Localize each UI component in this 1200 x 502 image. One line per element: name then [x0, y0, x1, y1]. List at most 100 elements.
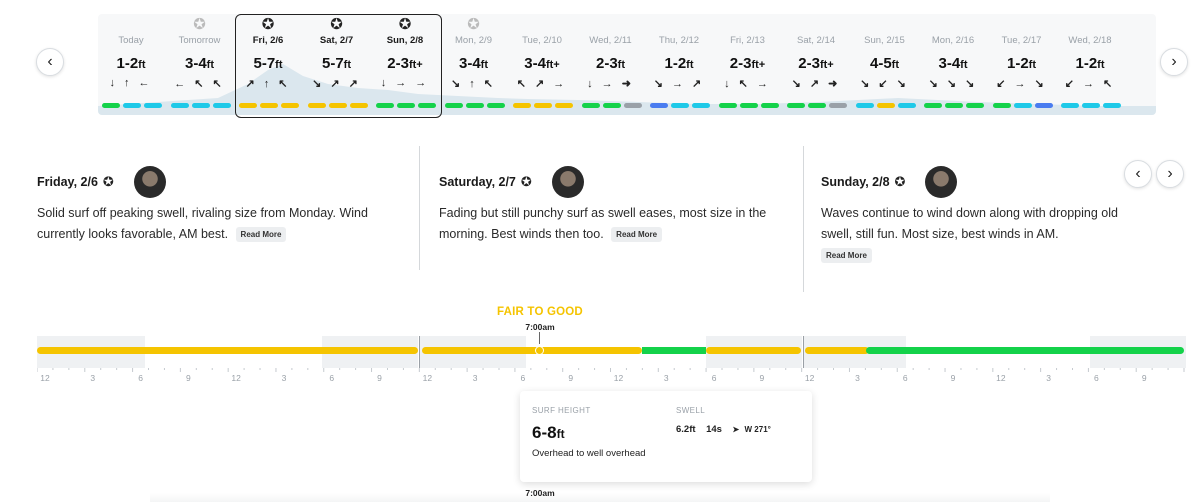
swell-height: 6.2ft — [676, 424, 696, 435]
star-icon: ✪ — [398, 16, 412, 33]
detail-card: SURF HEIGHT 6-8ft Overhead to well overh… — [520, 391, 812, 482]
day-divider — [803, 336, 804, 368]
star-icon: ✪ — [102, 174, 114, 189]
forecast-day[interactable]: Sat, 2/14 2-3ft+ ↘ ↗ ➜ — [782, 17, 850, 91]
rating-bar — [307, 103, 326, 108]
rating-bar — [397, 103, 415, 108]
selected-days-box — [235, 14, 442, 118]
forecast-day[interactable]: ✪ Mon, 2/9 3-4ft ↘ ↑ ↖ — [440, 17, 508, 91]
rating-bar — [787, 103, 805, 108]
wind-arrows-icon: ↓ → ➜ — [587, 78, 634, 90]
rating-bar — [1013, 103, 1032, 108]
hour-tick-label: 12 — [422, 373, 433, 383]
forecast-day[interactable]: ✪ Tomorrow 3-4ft ← ↖ ↖ — [166, 17, 234, 91]
bottom-fade — [150, 493, 1050, 502]
forecast-day[interactable]: Fri, 2/13 2-3ft+ ↓ ↖ → — [714, 17, 782, 91]
rating-bar — [534, 103, 552, 108]
star-icon — [645, 17, 713, 33]
rating-bar — [1103, 103, 1121, 108]
read-more-button[interactable]: Read More — [821, 248, 872, 264]
star-icon: ✪ — [467, 16, 480, 33]
current-time-marker[interactable] — [535, 346, 544, 355]
rating-bar — [808, 103, 826, 108]
day-rating-bars — [855, 103, 916, 108]
wind-arrows-icon: ↘ ↘ ↘ — [928, 78, 978, 90]
rating-bar — [144, 103, 162, 108]
wind-arrows-icon: ↘ ↗ ↗ — [312, 78, 361, 90]
rating-label: FAIR TO GOOD — [497, 306, 583, 318]
forecast-day[interactable]: Wed, 2/18 1-2ft ↙ → ↖ — [1056, 17, 1124, 91]
rating-bar — [992, 103, 1011, 108]
read-more-button[interactable]: Read More — [611, 227, 663, 243]
rating-bar — [191, 103, 210, 108]
summary-prev-button[interactable]: ‹ — [1124, 160, 1152, 188]
rating-bar — [465, 103, 484, 108]
wind-arrows-icon: ↓ → → — [380, 77, 430, 89]
day-rating-bars — [307, 103, 368, 108]
star-icon — [97, 17, 165, 33]
rating-bar — [581, 103, 600, 108]
hour-tick-label: 9 — [759, 373, 765, 383]
forecast-next-button[interactable]: › — [1160, 48, 1188, 76]
rating-bar — [692, 103, 710, 108]
forecast-day[interactable]: Sun, 2/15 4-5ft ↘ ↙ ↘ — [851, 17, 919, 91]
star-icon — [714, 17, 782, 33]
forecast-day[interactable]: ✪ Fri, 2/6 5-7ft ↗ ↑ ↖ — [234, 17, 302, 91]
star-icon — [919, 17, 987, 33]
wind-arrows-icon: ↙ → ↖ — [1064, 78, 1116, 90]
swell-graph — [98, 64, 1156, 115]
rating-bar — [281, 103, 299, 108]
rating-bar — [924, 103, 942, 108]
hour-tick-label: 3 — [472, 373, 478, 383]
swell-label: SWELL — [676, 406, 706, 415]
hour-tick-label: 3 — [855, 373, 860, 383]
day-surf-height: 5-7ft — [321, 55, 351, 72]
forecast-day[interactable]: Mon, 2/16 3-4ft ↘ ↘ ↘ — [919, 17, 987, 91]
forecast-day[interactable]: Wed, 2/11 2-3ft ↓ → ➜ — [577, 17, 645, 91]
star-icon — [577, 17, 645, 33]
summary-text: Waves continue to wind down along with d… — [821, 203, 1151, 266]
rating-segment — [805, 347, 869, 354]
day-surf-height: 1-2ft — [116, 55, 146, 72]
rating-bar — [102, 103, 120, 108]
day-rating-bars — [376, 103, 436, 108]
day-label: Tue, 2/17 — [1001, 35, 1042, 46]
forecast-day[interactable]: Today 1-2ft ↓ ↑ ← — [97, 17, 165, 91]
rating-bar — [1034, 103, 1053, 108]
forecast-day[interactable]: Tue, 2/17 1-2ft ↙ → ↘ — [988, 17, 1056, 91]
surf-height-value: 6-8ft — [532, 423, 565, 442]
forecast-day[interactable]: ✪ Sun, 2/8 2-3ft+ ↓ → → — [371, 17, 439, 91]
wind-arrows-icon: ↘ ↑ ↖ — [450, 78, 497, 90]
day-surf-height: 1-2ft — [664, 55, 694, 72]
avatar — [133, 166, 166, 198]
day-surf-height: 3-4ft — [938, 55, 968, 72]
hour-tick-label: 12 — [40, 373, 50, 383]
forecast-day[interactable]: Tue, 2/10 3-4ft+ ↖ ↗ → — [508, 17, 576, 91]
hour-tick-label: 12 — [804, 373, 815, 383]
hour-tick-label: 12 — [231, 373, 241, 383]
forecast-day[interactable]: ✪ Sat, 2/7 5-7ft ↘ ↗ ↗ — [303, 17, 371, 91]
forecast-day[interactable]: Thu, 2/12 1-2ft ↘ → ↗ — [645, 17, 713, 91]
rating-bar — [212, 103, 231, 108]
star-icon — [1056, 17, 1124, 33]
day-surf-height: 5-7ft — [253, 55, 283, 72]
day-rating-bars — [1061, 103, 1121, 108]
forecast-strip — [98, 14, 1156, 115]
day-rating-bars — [581, 103, 642, 108]
star-icon: ✪ — [330, 16, 343, 33]
rating-segment — [866, 347, 1184, 354]
day-label: Mon, 2/9 — [455, 35, 492, 46]
rating-bar — [555, 103, 573, 108]
rating-bar — [376, 103, 394, 108]
forecast-prev-button[interactable]: ‹ — [36, 48, 64, 76]
swell-period: 14s — [706, 424, 722, 435]
read-more-button[interactable]: Read More — [235, 227, 287, 243]
rating-bar — [760, 103, 779, 108]
rating-segment — [642, 347, 706, 354]
day-surf-height: 1-2ft — [1075, 55, 1105, 72]
summary-next-button[interactable]: › — [1156, 160, 1184, 188]
day-rating-bars — [787, 103, 847, 108]
hour-tick-label: 12 — [996, 373, 1006, 383]
hour-tick-label: 9 — [568, 373, 574, 383]
day-rating-bars — [924, 103, 984, 108]
